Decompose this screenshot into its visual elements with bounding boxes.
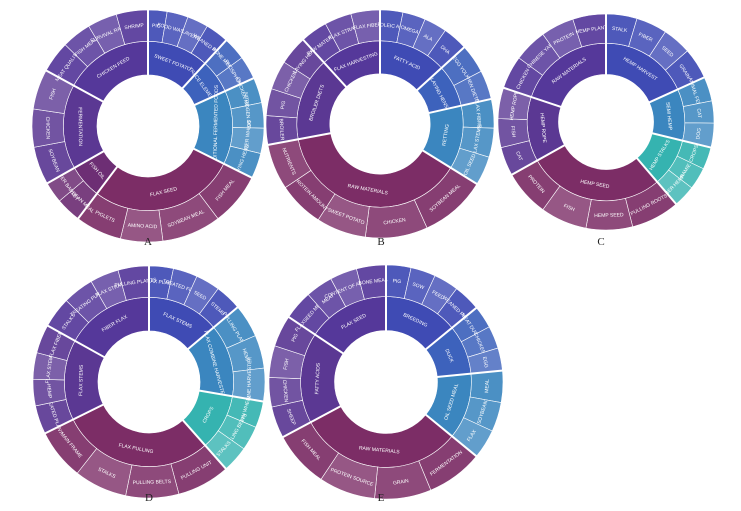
outer-segment-c-hemp-seed xyxy=(585,198,634,231)
group-separator xyxy=(287,315,345,355)
group-separator xyxy=(46,324,106,359)
center-hole xyxy=(98,331,200,433)
group-separator xyxy=(424,413,478,458)
outer-segment-a-chicken xyxy=(31,108,66,148)
panel-label-b: B xyxy=(377,236,385,248)
group-separator xyxy=(281,405,342,439)
group-separator xyxy=(502,86,562,109)
group-separator xyxy=(193,77,255,107)
group-separator xyxy=(436,369,504,378)
group-separator xyxy=(424,306,478,351)
group-separator xyxy=(181,39,228,90)
sunburst-panel-c: STALK FIBER SEED GRAIN HEMP HARVEST ANIMAL FE… xyxy=(497,13,715,231)
panel-label-e: E xyxy=(377,492,385,504)
sunburst-panel-d: FLAX PLANT TREATED FLAX SEED STEMS FLAX STEM… xyxy=(32,265,266,499)
group-separator xyxy=(302,38,348,88)
group-separator xyxy=(510,144,566,176)
group-separator xyxy=(186,306,239,351)
group-separator xyxy=(44,403,105,435)
group-separator xyxy=(651,132,712,149)
group-separator xyxy=(421,149,478,186)
group-separator xyxy=(46,150,105,185)
sunburst-panel-a: PIG FOOD WASTE LAYERS WEANED PIGS SWEET POTA… xyxy=(31,9,265,243)
center-hole xyxy=(97,75,199,177)
center-hole xyxy=(330,74,430,174)
group-separator xyxy=(428,97,492,115)
center-hole xyxy=(558,74,654,170)
group-separator xyxy=(76,165,119,220)
group-separator xyxy=(648,76,706,104)
center-hole xyxy=(335,331,437,433)
group-separator xyxy=(198,389,265,403)
sunburst-panel-b: LINOLEIC ACID OMEGA ALA DHA FATTY ACID EGG YO… xyxy=(265,9,495,239)
group-separator xyxy=(635,157,678,206)
panel-label-d: D xyxy=(145,492,153,504)
sunburst-panel-e: PIG SOW FEED WEANED PIGS BREEDING MEAT DUCK CH… xyxy=(268,264,504,500)
panel-label-a: A xyxy=(144,236,152,248)
group-separator xyxy=(181,419,228,470)
group-separator xyxy=(192,147,253,179)
group-separator xyxy=(416,46,466,92)
group-separator xyxy=(45,69,105,103)
panel-label-c: C xyxy=(597,236,605,248)
group-separator xyxy=(267,132,332,147)
